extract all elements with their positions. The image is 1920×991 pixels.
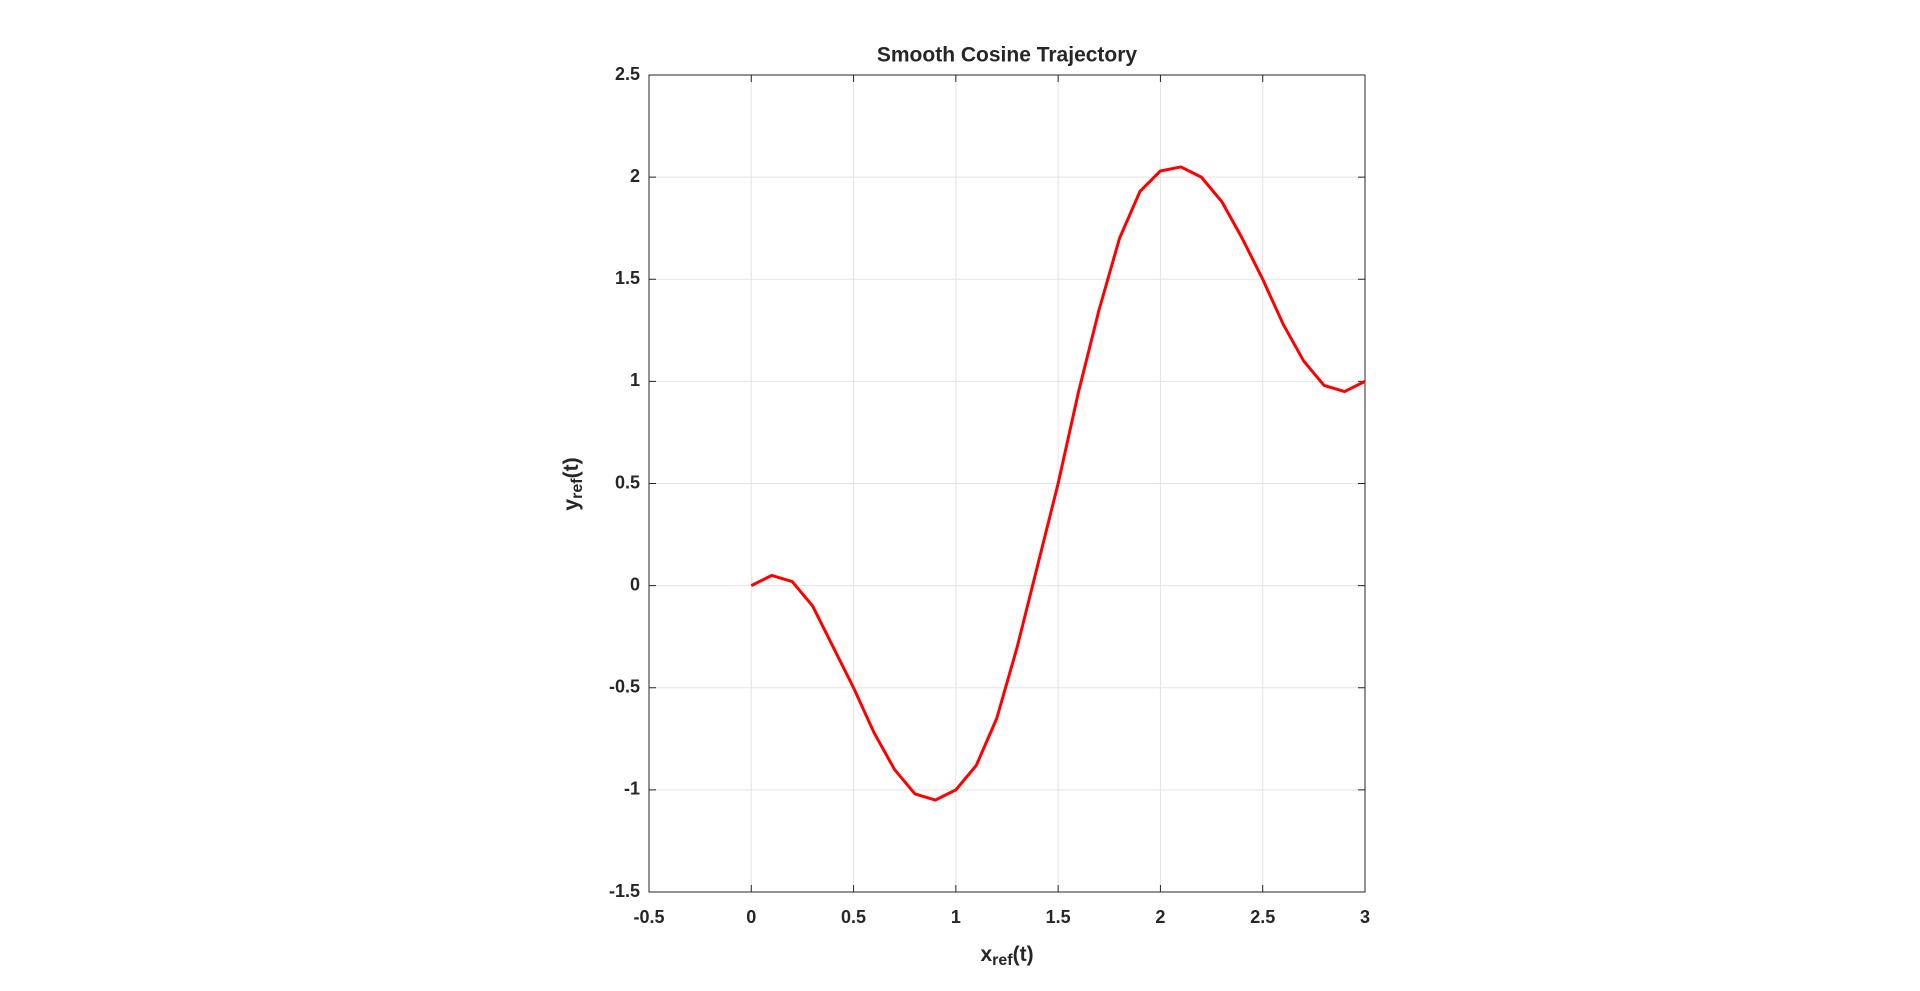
x-label-base: x [980, 943, 992, 966]
data-line [750, 165, 1366, 802]
plot-frame [648, 74, 1366, 893]
x-tick-label: 0 [746, 907, 756, 927]
y-tick-label: -1 [624, 779, 640, 799]
x-tick-label: 2 [1155, 907, 1165, 927]
y-tick-label: -1.5 [609, 881, 640, 901]
y-label-base: y [560, 499, 583, 511]
x-tick-label: -0.5 [633, 907, 664, 927]
x-tick-label: 1.5 [1046, 907, 1071, 927]
x-label-sub: ref [992, 952, 1013, 969]
y-tick-label: 1.5 [615, 268, 640, 288]
y-label-tail: (t) [560, 457, 583, 478]
y-tick-label: 2.5 [615, 64, 640, 84]
x-tick-label: 2.5 [1250, 907, 1275, 927]
y-tick-label: 0.5 [615, 472, 640, 492]
y-tick-label: 0 [630, 574, 640, 594]
y-tick-label: 2 [630, 166, 640, 186]
x-tick-label: 3 [1360, 907, 1370, 927]
y-tick-label: 1 [630, 370, 640, 390]
y-tick-label: -0.5 [609, 677, 640, 697]
x-tick-label: 1 [951, 907, 961, 927]
x-tick-label: 0.5 [841, 907, 866, 927]
y-label-sub: ref [569, 478, 586, 499]
chart-title: Smooth Cosine Trajectory [877, 44, 1138, 67]
x-axis-label: xref(t) [980, 943, 1033, 970]
y-axis-label: yref(t) [560, 457, 587, 510]
x-label-tail: (t) [1013, 943, 1034, 966]
